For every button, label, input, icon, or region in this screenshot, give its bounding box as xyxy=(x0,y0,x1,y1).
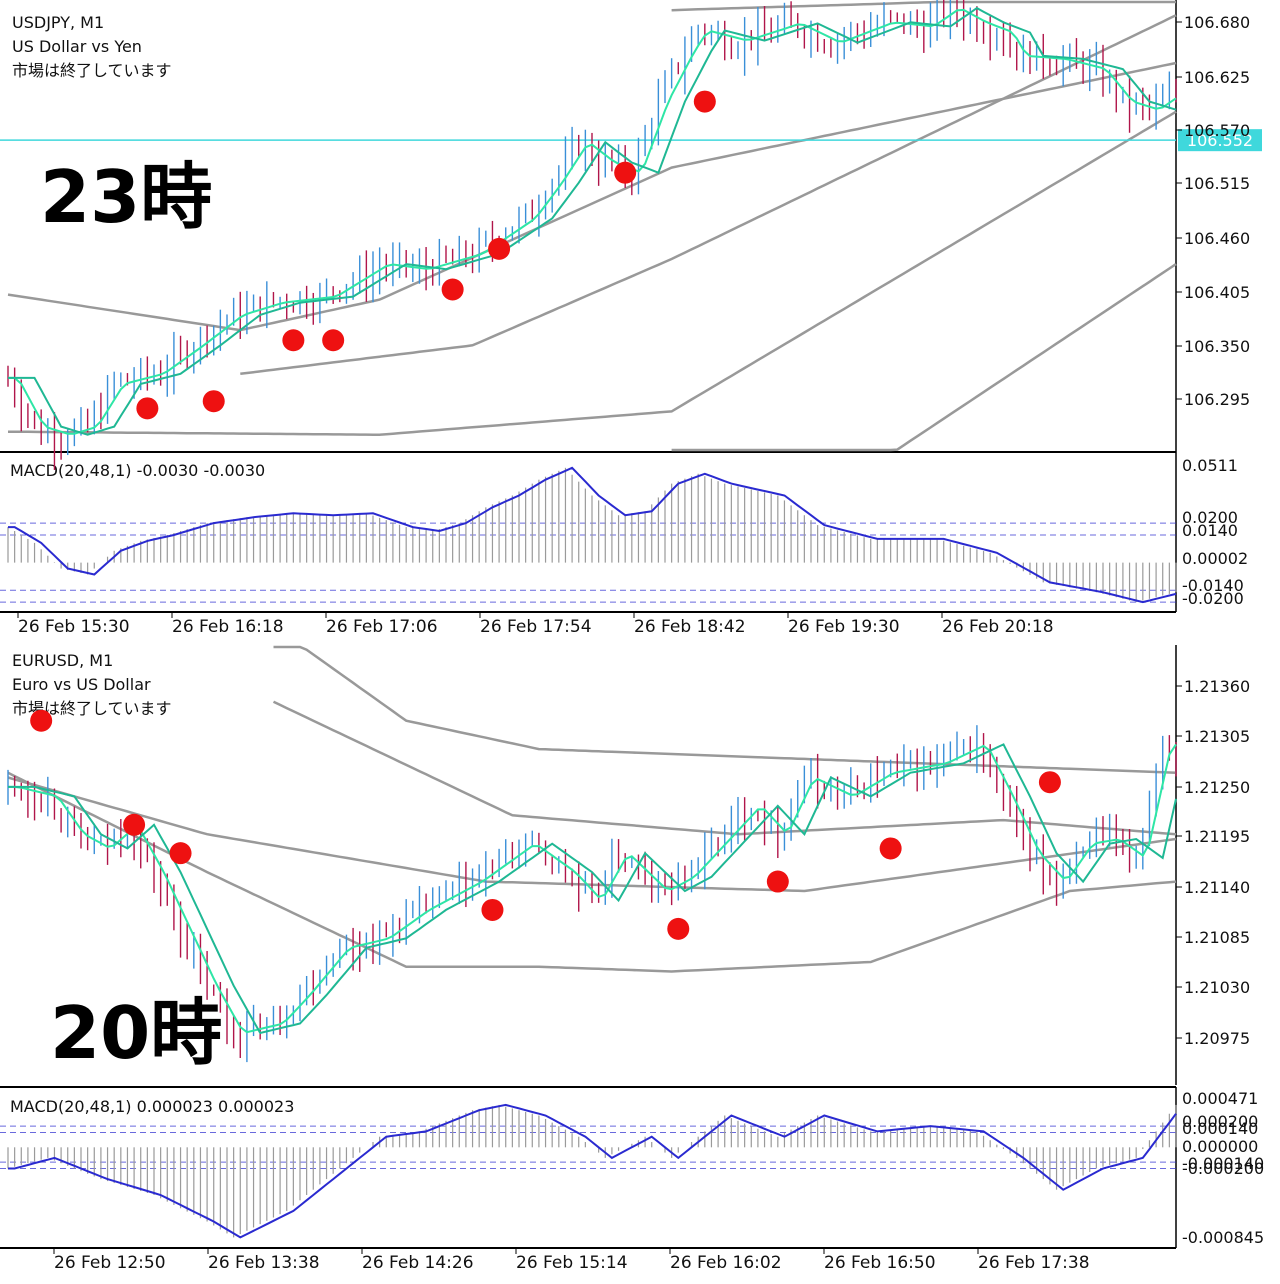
eurusd-ma-slow-line xyxy=(8,743,1177,1035)
usdjpy-signal-marker xyxy=(202,390,225,413)
eurusd-overlay-label: 20時 xyxy=(50,991,222,1075)
usdjpy-current-price-tag xyxy=(1178,129,1262,152)
usdjpy-macd-tick-label: -0.0140 xyxy=(1182,576,1244,595)
eurusd-price-tick-label: 1.21195 xyxy=(1184,827,1250,846)
eurusd-macd-tick-label: -0.000200 xyxy=(1182,1159,1264,1178)
eurusd-signal-marker xyxy=(766,870,789,893)
usdjpy-symbol-label: USDJPY, M1 xyxy=(12,13,104,32)
eurusd-price-tick-label: 1.21140 xyxy=(1184,878,1250,897)
usdjpy-macd-title: MACD(20,48,1) -0.0030 -0.0030 xyxy=(10,461,265,480)
eurusd-signal-marker xyxy=(667,917,690,940)
eurusd-price-tick-label: 1.21250 xyxy=(1184,778,1250,797)
eurusd-macd-signal-line xyxy=(8,1103,1177,1239)
eurusd-status-label: 市場は終了しています xyxy=(12,699,172,718)
chart-marks: 106.552 106.680 106.625 106.570 106.515 106.4… xyxy=(0,0,1264,1273)
eurusd-time-tick-label: 26 Feb 13:38 xyxy=(208,1253,320,1273)
eurusd-macd-title: MACD(20,48,1) 0.000023 0.000023 xyxy=(10,1097,294,1116)
eurusd-price-tick-label: 1.20975 xyxy=(1184,1029,1250,1048)
eurusd-price-tick-label: 1.21085 xyxy=(1184,928,1250,947)
usdjpy-time-tick-label: 26 Feb 18:42 xyxy=(634,617,746,637)
eurusd-signal-marker xyxy=(123,813,146,836)
usdjpy-macd-tick-label: -0.0200 xyxy=(1182,589,1244,608)
usdjpy-time-tick-label: 26 Feb 19:30 xyxy=(788,617,900,637)
usdjpy-signal-marker xyxy=(488,237,511,260)
usdjpy-description-label: US Dollar vs Yen xyxy=(12,37,142,56)
eurusd-macd-tick-label: 0.000140 xyxy=(1182,1119,1258,1138)
usdjpy-band-upper-outer xyxy=(671,0,1176,12)
usdjpy-macd-tick-label: 0.0200 xyxy=(1182,508,1238,527)
usdjpy-signal-marker xyxy=(322,329,345,352)
usdjpy-status-label: 市場は終了しています xyxy=(12,61,172,80)
usdjpy-price-tick-label: 106.625 xyxy=(1184,68,1250,87)
usdjpy-band-lower xyxy=(8,110,1177,436)
eurusd-price-tick-label: 1.21360 xyxy=(1184,677,1250,696)
usdjpy-time-tick-label: 26 Feb 15:30 xyxy=(18,617,130,637)
usdjpy-price-tick-label: 106.295 xyxy=(1184,390,1250,409)
eurusd-price-tick-label: 1.21305 xyxy=(1184,727,1250,746)
usdjpy-price-tick-label: 106.405 xyxy=(1184,283,1250,302)
eurusd-signal-marker xyxy=(481,898,504,921)
eurusd-description-label: Euro vs US Dollar xyxy=(12,675,151,694)
usdjpy-signal-marker xyxy=(693,90,716,113)
eurusd-time-tick-label: 26 Feb 16:02 xyxy=(670,1253,782,1273)
usdjpy-time-tick-label: 26 Feb 17:54 xyxy=(480,617,592,637)
usdjpy-macd-signal-line xyxy=(8,466,1177,604)
usdjpy-price-tick-label: 106.515 xyxy=(1184,174,1250,193)
usdjpy-signal-marker xyxy=(282,329,305,352)
eurusd-time-tick-label: 26 Feb 17:38 xyxy=(978,1253,1090,1273)
usdjpy-time-tick-label: 26 Feb 16:18 xyxy=(172,617,284,637)
eurusd-band-upper-outer xyxy=(273,645,1177,774)
eurusd-macd-tick-label: -0.000140 xyxy=(1182,1154,1264,1173)
usdjpy-overlay-label: 23時 xyxy=(40,155,212,239)
usdjpy-time-tick-label: 26 Feb 20:18 xyxy=(942,617,1054,637)
usdjpy-macd-tick-label: 0.0140 xyxy=(1182,521,1238,540)
usdjpy-current-price-label: 106.552 xyxy=(1187,131,1253,150)
usdjpy-ma-slow-line xyxy=(8,6,1177,436)
eurusd-ma-fast-line xyxy=(8,743,1177,1034)
eurusd-signal-marker xyxy=(879,837,902,860)
usdjpy-price-tick-label: 106.460 xyxy=(1184,229,1250,248)
usdjpy-macd-tick-label: 0.00002 xyxy=(1182,549,1248,568)
eurusd-time-tick-label: 26 Feb 16:50 xyxy=(824,1253,936,1273)
eurusd-macd-tick-label: 0.000471 xyxy=(1182,1089,1258,1108)
eurusd-symbol-label: EURUSD, M1 xyxy=(12,651,113,670)
usdjpy-band-lower-outer xyxy=(671,263,1177,452)
usdjpy-price-tick-label: 106.680 xyxy=(1184,13,1250,32)
usdjpy-price-tick-label: 106.350 xyxy=(1184,337,1250,356)
usdjpy-signal-marker xyxy=(136,397,159,420)
eurusd-macd-tick-label: 0.000200 xyxy=(1182,1112,1258,1131)
usdjpy-macd-tick-label: 0.0511 xyxy=(1182,456,1238,475)
eurusd-signal-marker xyxy=(30,709,53,732)
eurusd-signal-marker xyxy=(1038,771,1061,794)
eurusd-band-lower xyxy=(7,771,1177,973)
usdjpy-price-tick-label: 106.570 xyxy=(1184,121,1250,140)
eurusd-signal-marker xyxy=(169,842,192,865)
eurusd-time-tick-label: 26 Feb 12:50 xyxy=(54,1253,166,1273)
eurusd-macd-tick-label: -0.000845 xyxy=(1182,1228,1264,1247)
usdjpy-band-upper xyxy=(240,14,1177,376)
usdjpy-signal-marker xyxy=(614,161,637,184)
eurusd-time-tick-label: 26 Feb 15:14 xyxy=(516,1253,628,1273)
eurusd-time-tick-label: 26 Feb 14:26 xyxy=(362,1253,474,1273)
usdjpy-band-center xyxy=(7,61,1177,332)
usdjpy-time-tick-label: 26 Feb 17:06 xyxy=(326,617,438,637)
eurusd-macd-tick-label: 0.000000 xyxy=(1182,1137,1258,1156)
usdjpy-ma-fast-line xyxy=(8,8,1177,435)
eurusd-price-tick-label: 1.21030 xyxy=(1184,978,1250,997)
usdjpy-signal-marker xyxy=(441,278,464,301)
